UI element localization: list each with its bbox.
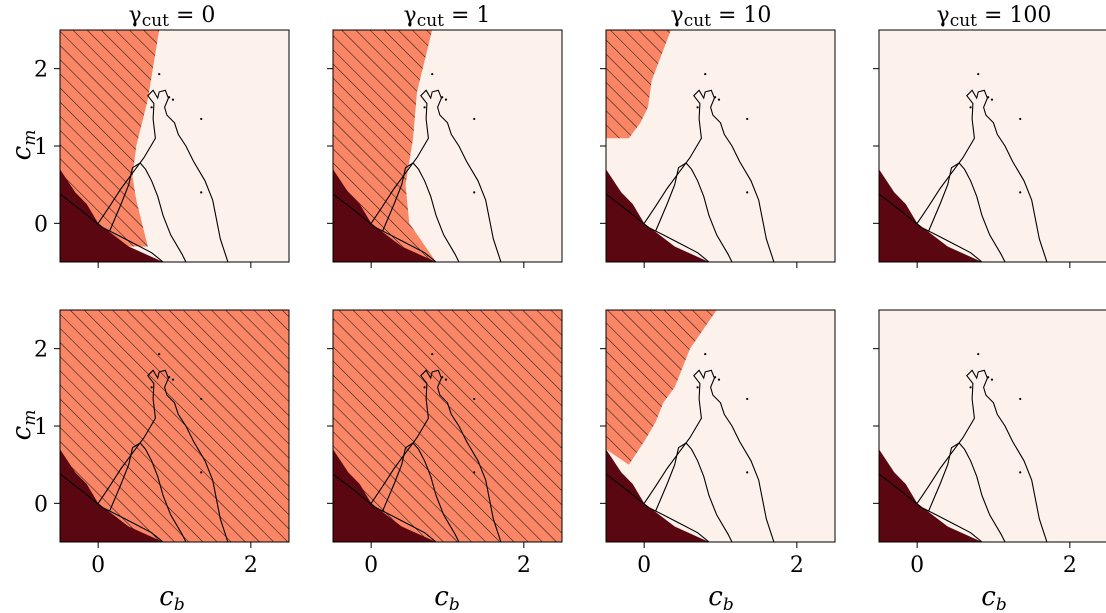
contour-dot (714, 376, 716, 378)
contour-dot (445, 379, 447, 381)
y-tick-label: 1 (34, 135, 48, 160)
column-title-2: γcut = 1 (404, 3, 491, 31)
x-tick-label: 0 (910, 553, 924, 578)
contour-dot (987, 96, 989, 98)
contour-dot (987, 376, 989, 378)
x-tick-label: 2 (790, 553, 804, 578)
panel-r1-c3 (600, 30, 835, 268)
contour-dot (168, 376, 170, 378)
column-title-4: γcut = 100 (937, 3, 1052, 31)
contour-dot (473, 118, 475, 120)
x-tick-label: 2 (1063, 553, 1077, 578)
contour-dot (431, 353, 433, 355)
contour-dot (200, 118, 202, 120)
y-tick-label: 2 (34, 338, 48, 363)
y-tick-label: 0 (34, 492, 48, 517)
y-tick-label: 1 (34, 415, 48, 440)
contour-dot (441, 376, 443, 378)
contour-dot (473, 398, 475, 400)
column-title-1: γcut = 0 (129, 3, 216, 31)
contour-dot (200, 398, 202, 400)
contour-dot (977, 353, 979, 355)
contour-dot (718, 379, 720, 381)
contour-dot (977, 73, 979, 75)
contour-dot (1019, 398, 1021, 400)
x-axis-label-4: cb (981, 582, 1006, 613)
contour-dot (200, 191, 202, 193)
x-axis-label-2: cb (434, 582, 459, 613)
contour-dot (746, 191, 748, 193)
contour-dot (1019, 191, 1021, 193)
contour-dot (697, 106, 699, 108)
contour-dot (746, 471, 748, 473)
contour-dot (151, 386, 153, 388)
contour-dot (158, 353, 160, 355)
y-tick-label: 0 (34, 212, 48, 237)
y-tick-label: 2 (34, 58, 48, 83)
contour-dot (704, 353, 706, 355)
contour-dot (697, 386, 699, 388)
contour-dot (151, 106, 153, 108)
contour-dot (991, 99, 993, 101)
contour-dot (172, 99, 174, 101)
contour-dot (1019, 471, 1021, 473)
contour-dot (424, 386, 426, 388)
column-title-3: γcut = 10 (671, 3, 772, 31)
contour-dot (168, 96, 170, 98)
contour-dot (746, 118, 748, 120)
x-tick-label: 2 (244, 553, 258, 578)
panel-r2-c1: 0 1 2 0 2 (34, 310, 289, 578)
contour-dot (473, 471, 475, 473)
contour-dot (704, 73, 706, 75)
x-tick-label: 0 (364, 553, 378, 578)
contour-dot (158, 73, 160, 75)
contour-dot (991, 379, 993, 381)
contour-dot (431, 73, 433, 75)
x-tick-label: 0 (91, 553, 105, 578)
x-axis-label-1: cb (159, 582, 184, 613)
contour-dot (172, 379, 174, 381)
contour-dot (714, 96, 716, 98)
panel-r1-c4 (873, 30, 1106, 268)
contour-dot (473, 191, 475, 193)
panel-r1-c2 (327, 30, 562, 268)
x-axis-label-3: cb (708, 582, 733, 613)
contour-dot (746, 398, 748, 400)
contour-dot (970, 106, 972, 108)
x-tick-label: 2 (517, 553, 531, 578)
contour-dot (441, 96, 443, 98)
contour-dot (970, 386, 972, 388)
panel-r1-c1: 0 1 2 (34, 30, 289, 268)
contour-dot (200, 471, 202, 473)
contour-dot (424, 106, 426, 108)
contour-dot (1019, 118, 1021, 120)
contour-dot (445, 99, 447, 101)
x-tick-label: 0 (637, 553, 651, 578)
contour-dot (718, 99, 720, 101)
